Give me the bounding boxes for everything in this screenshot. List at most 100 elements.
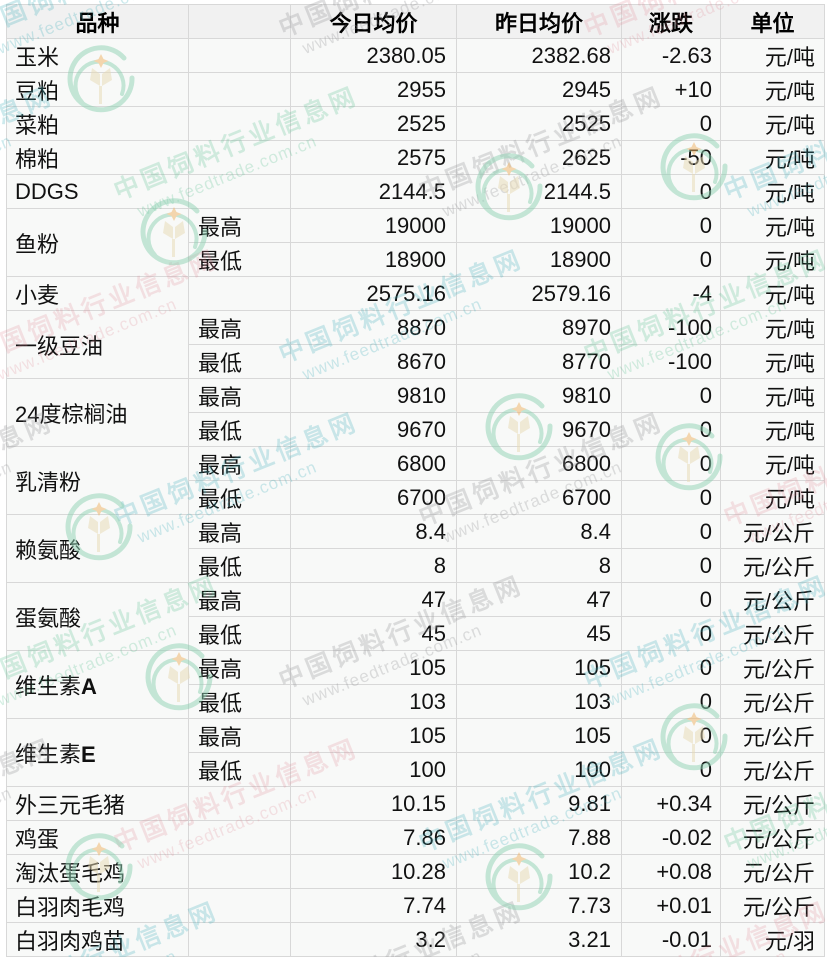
yesterday-price-cell: 6800	[456, 446, 622, 481]
sub-label-cell: 最高	[188, 208, 291, 243]
sub-label-cell	[188, 888, 291, 923]
yesterday-price-cell: 7.88	[456, 820, 622, 855]
col-header-yesterday: 昨日均价	[456, 4, 622, 39]
variety-cell: 淘汰蛋毛鸡	[6, 854, 189, 889]
unit-cell: 元/公斤	[720, 514, 825, 549]
change-cell: 0	[621, 514, 721, 549]
yesterday-price-cell: 103	[456, 684, 622, 719]
today-price-cell: 9810	[290, 378, 457, 413]
yesterday-price-cell: 6700	[456, 480, 622, 515]
table-row: 菜粕 2525 2525 0 元/吨	[6, 106, 825, 141]
variety-cell: 豆粕	[6, 72, 189, 107]
yesterday-price-cell: 8770	[456, 344, 622, 379]
sub-label-cell: 最低	[188, 684, 291, 719]
sub-label-cell	[188, 38, 291, 73]
change-cell: +0.34	[621, 786, 721, 821]
feed-price-table: 品种 今日均价 昨日均价 涨跌 单位 玉米 2380.05 2382.68 -2.63…	[6, 4, 825, 957]
change-cell: 0	[621, 106, 721, 141]
table-row: 小麦 2575.16 2579.16 -4 元/吨	[6, 276, 825, 311]
variety-cell: 鱼粉	[6, 208, 189, 277]
today-price-cell: 7.74	[290, 888, 457, 923]
today-price-cell: 9670	[290, 412, 457, 447]
sub-label-cell	[188, 854, 291, 889]
today-price-cell: 8.4	[290, 514, 457, 549]
change-cell: 0	[621, 378, 721, 413]
variety-cell: 乳清粉	[6, 446, 189, 515]
sub-label-cell	[188, 174, 291, 209]
sub-label-cell	[188, 922, 291, 957]
col-header-today: 今日均价	[290, 4, 457, 39]
yesterday-price-cell: 2144.5	[456, 174, 622, 209]
table-row: 淘汰蛋毛鸡 10.28 10.2 +0.08 元/公斤	[6, 854, 825, 889]
yesterday-price-cell: 7.73	[456, 888, 622, 923]
today-price-cell: 2575	[290, 140, 457, 175]
today-price-cell: 2144.5	[290, 174, 457, 209]
unit-cell: 元/公斤	[720, 820, 825, 855]
sub-label-cell: 最低	[188, 412, 291, 447]
table-row: 最低 6700 6700 0 元/吨	[7, 480, 825, 515]
today-price-cell: 3.2	[290, 922, 457, 957]
unit-cell: 元/吨	[720, 174, 825, 209]
today-price-cell: 105	[290, 650, 457, 685]
variety-cell: 白羽肉毛鸡	[6, 888, 189, 923]
change-cell: -4	[621, 276, 721, 311]
yesterday-price-cell: 8970	[456, 310, 622, 345]
table-row: 白羽肉毛鸡 7.74 7.73 +0.01 元/公斤	[6, 888, 825, 923]
today-price-cell: 2525	[290, 106, 457, 141]
unit-cell: 元/吨	[720, 412, 825, 447]
change-cell: 0	[621, 412, 721, 447]
today-price-cell: 47	[290, 582, 457, 617]
change-cell: 0	[621, 650, 721, 685]
unit-cell: 元/公斤	[720, 650, 825, 685]
header-row: 品种 今日均价 昨日均价 涨跌 单位	[6, 4, 825, 39]
change-cell: -2.63	[621, 38, 721, 73]
unit-cell: 元/公斤	[720, 718, 825, 753]
unit-cell: 元/吨	[720, 72, 825, 107]
yesterday-price-cell: 2625	[456, 140, 622, 175]
table-row: 蛋氨酸 最高 47 47 0 元/公斤	[6, 582, 825, 651]
variety-cell: 白羽肉鸡苗	[6, 922, 189, 957]
sub-label-cell: 最低	[188, 616, 291, 651]
yesterday-price-cell: 18900	[456, 242, 622, 277]
variety-cell: 小麦	[6, 276, 189, 311]
table-row: 最低 103 103 0 元/公斤	[7, 684, 825, 719]
unit-cell: 元/吨	[720, 208, 825, 243]
yesterday-price-cell: 9810	[456, 378, 622, 413]
unit-cell: 元/公斤	[720, 684, 825, 719]
sub-label-cell: 最高	[188, 718, 291, 753]
table-row: 维生素E 最高 105 105 0 元/公斤	[6, 718, 825, 787]
table-row: 赖氨酸 最高 8.4 8.4 0 元/公斤	[6, 514, 825, 583]
sub-label-cell: 最高	[188, 446, 291, 481]
table-row: 最低 9670 9670 0 元/吨	[7, 412, 825, 447]
variety-cell: DDGS	[6, 174, 189, 209]
sub-label-cell	[188, 786, 291, 821]
change-cell: 0	[621, 752, 721, 787]
change-cell: +0.01	[621, 888, 721, 923]
unit-cell: 元/吨	[720, 106, 825, 141]
unit-cell: 元/吨	[720, 344, 825, 379]
variety-cell: 24度棕榈油	[6, 378, 189, 447]
yesterday-price-cell: 10.2	[456, 854, 622, 889]
sub-label-cell: 最高	[188, 514, 291, 549]
today-price-cell: 18900	[290, 242, 457, 277]
change-cell: 0	[621, 718, 721, 753]
yesterday-price-cell: 2525	[456, 106, 622, 141]
change-cell: 0	[621, 582, 721, 617]
variety-cell: 一级豆油	[6, 310, 189, 379]
today-price-cell: 2955	[290, 72, 457, 107]
yesterday-price-cell: 9670	[456, 412, 622, 447]
yesterday-price-cell: 8	[456, 548, 622, 583]
yesterday-price-cell: 19000	[456, 208, 622, 243]
table-row: 维生素A 最高 105 105 0 元/公斤	[6, 650, 825, 719]
change-cell: -50	[621, 140, 721, 175]
unit-cell: 元/吨	[720, 310, 825, 345]
sub-label-cell	[188, 276, 291, 311]
table-row: 鱼粉 最高 19000 19000 0 元/吨	[6, 208, 825, 277]
today-price-cell: 45	[290, 616, 457, 651]
table-row: DDGS 2144.5 2144.5 0 元/吨	[6, 174, 825, 209]
variety-cell: 维生素A	[6, 650, 189, 719]
sub-label-cell: 最高	[188, 310, 291, 345]
table-row: 玉米 2380.05 2382.68 -2.63 元/吨	[6, 38, 825, 73]
today-price-cell: 105	[290, 718, 457, 753]
variety-cell: 棉粕	[6, 140, 189, 175]
